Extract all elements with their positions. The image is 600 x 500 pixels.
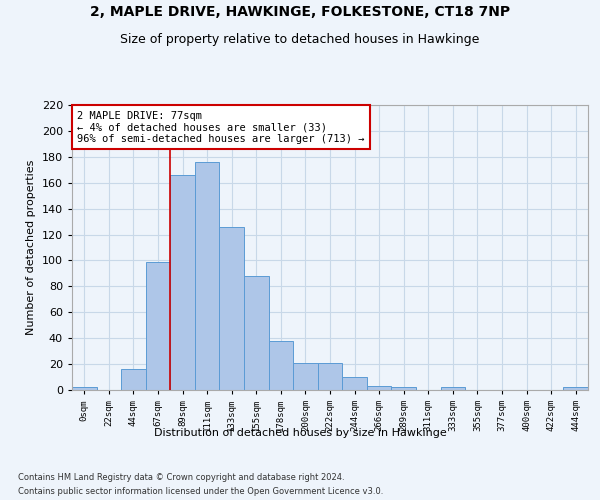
Text: 2, MAPLE DRIVE, HAWKINGE, FOLKESTONE, CT18 7NP: 2, MAPLE DRIVE, HAWKINGE, FOLKESTONE, CT… <box>90 5 510 19</box>
Bar <box>244 276 269 390</box>
Text: Size of property relative to detached houses in Hawkinge: Size of property relative to detached ho… <box>121 32 479 46</box>
Bar <box>195 162 220 390</box>
Bar <box>440 388 465 390</box>
Bar <box>293 363 318 390</box>
Bar <box>342 377 367 390</box>
Bar <box>318 363 342 390</box>
Bar <box>563 388 588 390</box>
Bar <box>146 262 170 390</box>
Y-axis label: Number of detached properties: Number of detached properties <box>26 160 36 335</box>
Text: Distribution of detached houses by size in Hawkinge: Distribution of detached houses by size … <box>154 428 446 438</box>
Bar <box>269 341 293 390</box>
Text: 2 MAPLE DRIVE: 77sqm
← 4% of detached houses are smaller (33)
96% of semi-detach: 2 MAPLE DRIVE: 77sqm ← 4% of detached ho… <box>77 110 365 144</box>
Text: Contains HM Land Registry data © Crown copyright and database right 2024.: Contains HM Land Registry data © Crown c… <box>18 472 344 482</box>
Text: Contains public sector information licensed under the Open Government Licence v3: Contains public sector information licen… <box>18 488 383 496</box>
Bar <box>170 175 195 390</box>
Bar <box>72 388 97 390</box>
Bar <box>367 386 391 390</box>
Bar <box>121 370 146 390</box>
Bar <box>220 227 244 390</box>
Bar <box>391 388 416 390</box>
